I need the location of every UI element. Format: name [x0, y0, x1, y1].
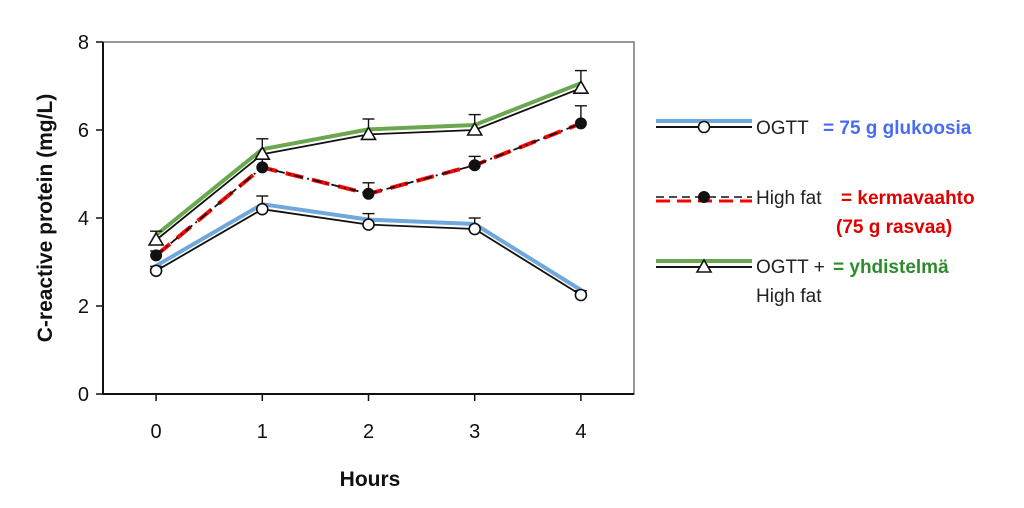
- data-point: [574, 288, 588, 302]
- data-point: [362, 187, 375, 200]
- data-point: [574, 117, 587, 130]
- data-point: [256, 161, 269, 174]
- legend-item-ogtt-high-fat: OGTT + = yhdistelmä High fat: [656, 257, 949, 307]
- data-point: [253, 145, 271, 160]
- legend-item-high-fat: High fat = kermavaahto (75 g rasvaa): [656, 188, 975, 238]
- series-1: [150, 105, 587, 262]
- x-axis-title: Hours: [340, 468, 401, 491]
- data-point: [362, 218, 375, 231]
- data-point: [255, 202, 269, 216]
- data-point: [147, 231, 165, 246]
- data-point: [149, 264, 163, 278]
- y-axis-title: C-reactive protein (mg/L): [34, 94, 57, 343]
- legend-label: High fat: [756, 188, 822, 209]
- y-tick-label: 4: [78, 208, 89, 230]
- data-point: [468, 159, 481, 172]
- legend-note: = yhdistelmä: [833, 257, 949, 278]
- y-tick-label: 2: [78, 296, 89, 318]
- x-tick-label: 1: [257, 421, 268, 443]
- legend-note: = kermavaahto: [841, 188, 975, 209]
- legend-note-2: (75 g rasvaa): [836, 217, 952, 238]
- x-ticks: 0 1 2 3 4: [151, 394, 586, 443]
- x-tick-label: 4: [575, 421, 586, 443]
- legend-label: OGTT: [756, 118, 809, 139]
- x-tick-label: 2: [363, 421, 374, 443]
- legend: OGTT = 75 g glukoosia High fat = kermava…: [656, 118, 975, 307]
- series-0: [149, 195, 588, 302]
- legend-note: = 75 g glukoosia: [823, 118, 972, 139]
- legend-marker-open-circle: [697, 120, 711, 134]
- data-point: [150, 249, 163, 262]
- series-2: [147, 69, 590, 246]
- legend-label: OGTT +: [756, 257, 825, 278]
- y-tick-label: 8: [78, 32, 89, 54]
- data-point: [360, 125, 377, 141]
- y-tick-label: 6: [78, 120, 89, 142]
- legend-marker-filled-circle: [698, 191, 710, 203]
- x-tick-label: 3: [469, 421, 480, 443]
- legend-item-ogtt: OGTT = 75 g glukoosia: [656, 118, 972, 139]
- y-ticks: 0 2 4 6 8: [78, 32, 103, 406]
- legend-label-2: High fat: [756, 286, 822, 307]
- x-tick-label: 0: [151, 421, 162, 443]
- series-highlight-line: [154, 81, 582, 237]
- data-point: [466, 121, 484, 136]
- data-point: [468, 222, 482, 236]
- y-tick-label: 0: [78, 384, 89, 406]
- legend-marker-open-triangle: [695, 258, 713, 273]
- data-point: [572, 79, 590, 94]
- series-layer: [147, 69, 590, 302]
